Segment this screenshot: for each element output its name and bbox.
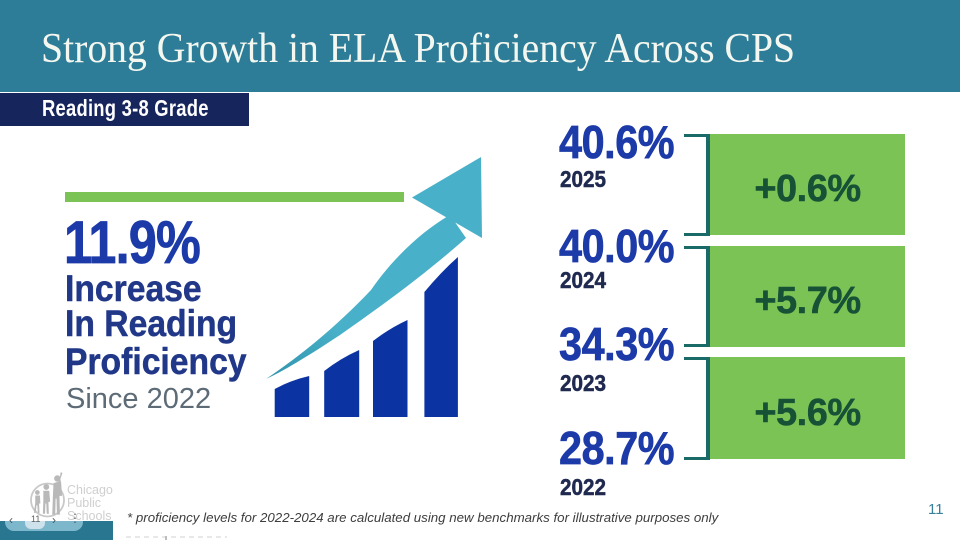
svg-text:Chicago: Chicago <box>67 483 113 497</box>
svg-text:Schools: Schools <box>67 509 111 523</box>
svg-text:Public: Public <box>67 496 101 510</box>
